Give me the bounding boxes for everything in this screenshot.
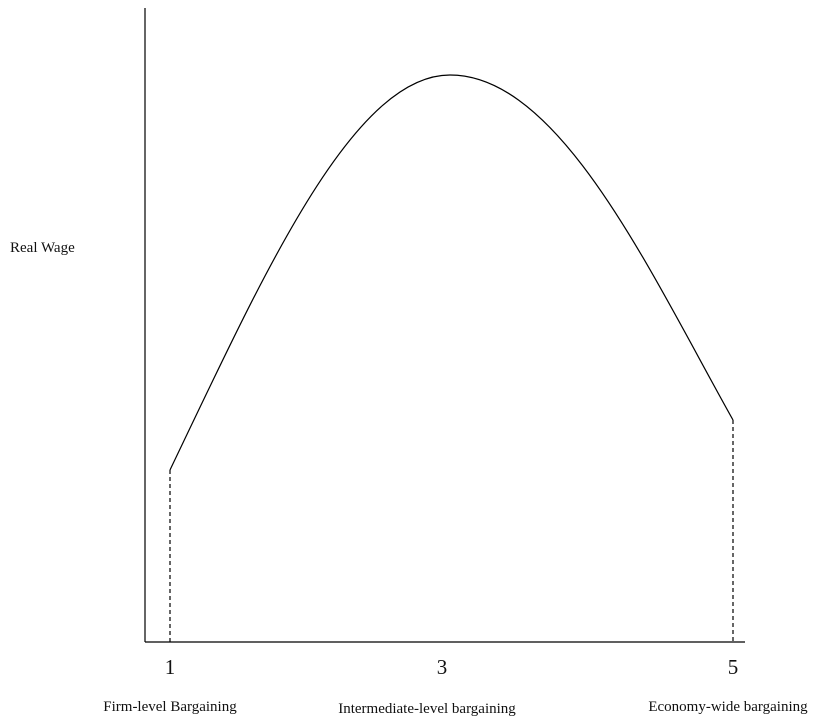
- x-category-label: Economy-wide bargaining: [648, 699, 808, 715]
- x-tick-label: 1: [165, 655, 176, 679]
- x-category-label: Firm-level Bargaining: [103, 699, 237, 715]
- x-category-label: Intermediate-level bargaining: [338, 701, 516, 717]
- x-tick-label: 3: [437, 655, 448, 679]
- y-axis-label: Real Wage: [10, 240, 75, 256]
- hump-curve: [169, 74, 734, 471]
- x-tick-label: 5: [728, 655, 739, 679]
